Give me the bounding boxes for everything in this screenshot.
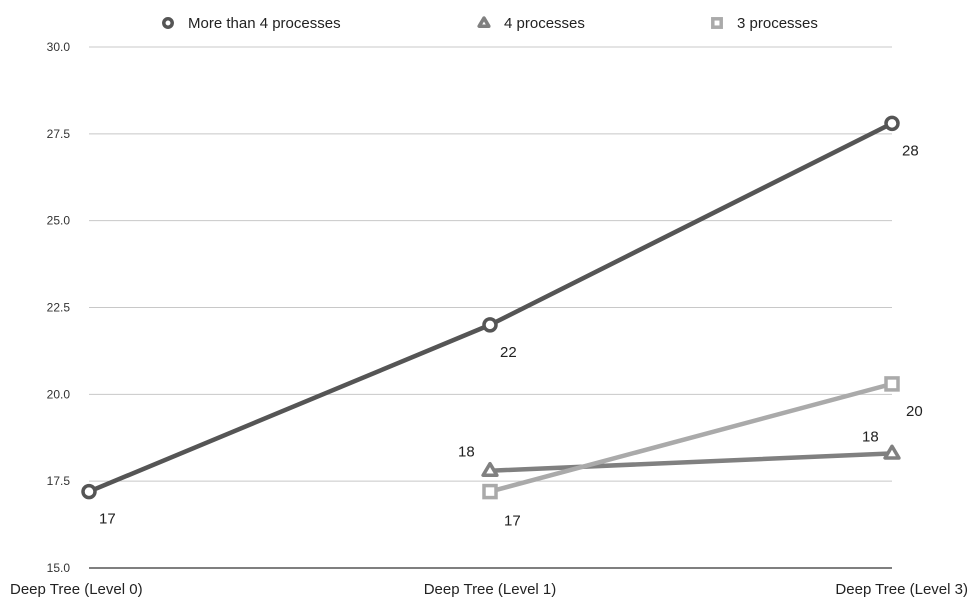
data-point-circle — [482, 317, 498, 333]
legend-label: More than 4 processes — [188, 15, 341, 32]
x-tick-label: Deep Tree (Level 1) — [424, 581, 557, 598]
legend-marker-square — [711, 17, 723, 29]
legend-label: 4 processes — [504, 15, 585, 32]
data-point-triangle — [481, 461, 499, 478]
x-tick-label: Deep Tree (Level 3) — [835, 581, 968, 598]
legend-label: 3 processes — [737, 15, 818, 32]
legend-marker-triangle — [477, 16, 491, 28]
data-label: 20 — [906, 403, 923, 420]
grid-lines — [89, 46, 892, 569]
data-point-square — [884, 376, 900, 392]
y-tick-label: 30.0 — [47, 40, 71, 54]
y-tick-label: 27.5 — [47, 127, 71, 141]
data-point-square — [482, 483, 498, 500]
data-label: 22 — [500, 344, 517, 361]
data-point-triangle — [883, 444, 901, 460]
data-label: 17 — [99, 511, 116, 528]
series-line-triangle — [487, 451, 895, 473]
data-label: 17 — [504, 513, 521, 530]
y-tick-label: 22.5 — [47, 301, 71, 315]
x-tick-label: Deep Tree (Level 0) — [10, 581, 143, 598]
data-label: 18 — [458, 444, 475, 461]
data-point-circle — [884, 115, 900, 132]
y-axis-tick-labels: 15.0 17.5 20.0 22.5 25.0 27.5 30.0 — [47, 40, 71, 575]
y-tick-label: 17.5 — [47, 474, 71, 488]
legend-item: 3 processes — [711, 15, 818, 32]
y-tick-label: 15.0 — [47, 561, 71, 575]
x-axis-tick-labels: Deep Tree (Level 0) Deep Tree (Level 1) De… — [10, 581, 968, 598]
data-label: 18 — [862, 428, 879, 445]
data-labels: 17 22 28 18 18 17 20 — [99, 142, 923, 529]
series-line-square — [487, 381, 895, 494]
y-tick-label: 25.0 — [47, 214, 71, 228]
series-markers — [81, 115, 901, 500]
y-tick-label: 20.0 — [47, 387, 71, 401]
data-point-circle — [81, 483, 97, 500]
legend: More than 4 processes 4 processes 3 proces… — [162, 15, 818, 32]
legend-marker-circle — [162, 17, 174, 29]
legend-item: 4 processes — [477, 15, 585, 32]
legend-item: More than 4 processes — [162, 15, 341, 32]
data-label: 28 — [902, 142, 919, 159]
